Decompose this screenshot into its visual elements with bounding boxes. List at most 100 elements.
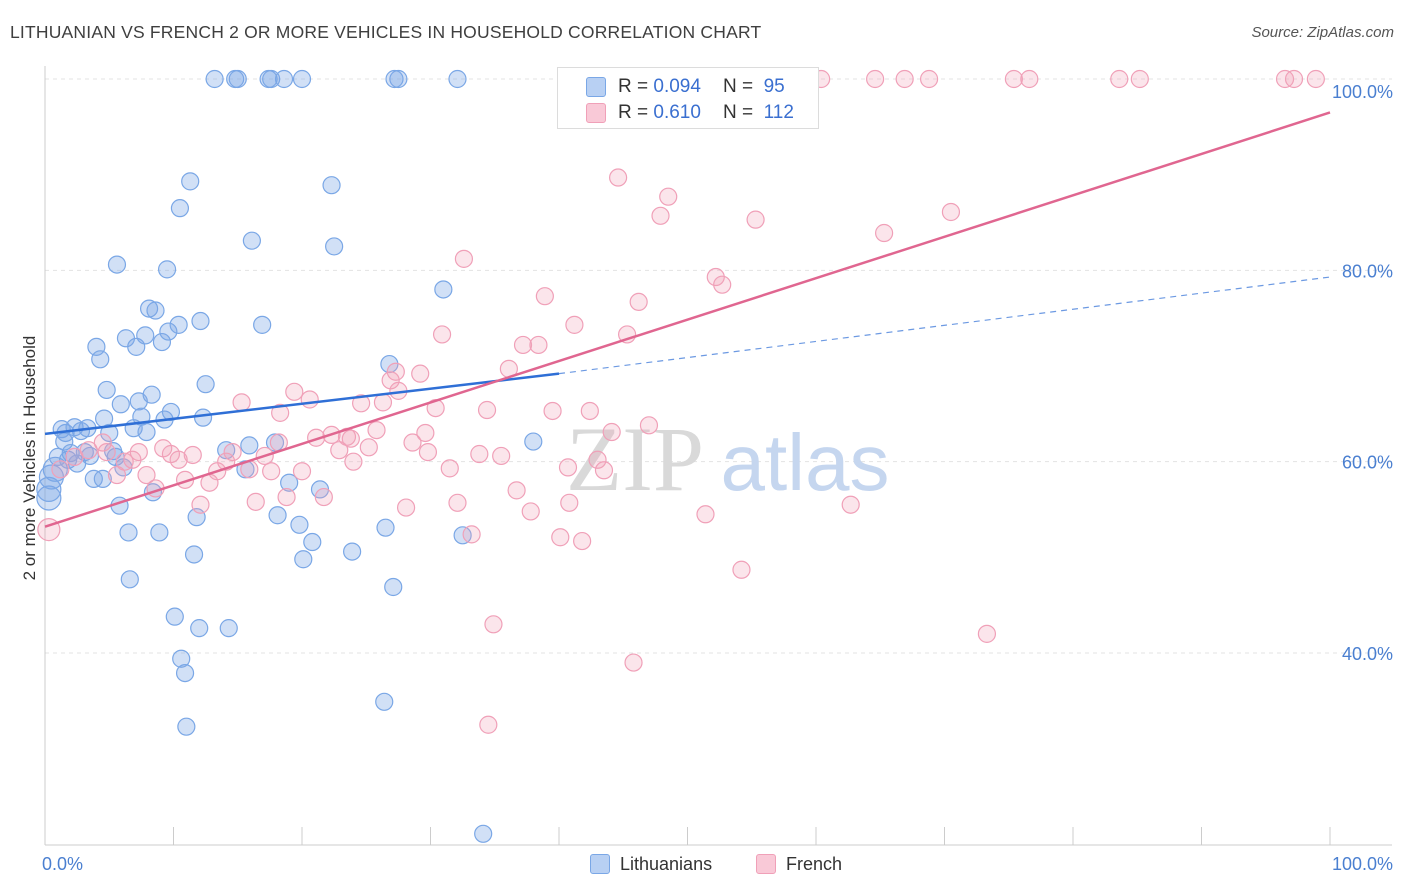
lithuanian-point [262, 69, 281, 89]
french-point [696, 505, 715, 524]
legend-row-lithuanians: R = 0.094 N = 95 [618, 75, 785, 99]
french-point [51, 460, 70, 479]
lithuanian-point [91, 350, 110, 369]
watermark-atlas: atlas [721, 418, 890, 507]
watermark-zip: ZIP [566, 408, 704, 510]
french-point [1004, 69, 1023, 89]
lithuanian-point [165, 607, 184, 626]
french-point [359, 438, 378, 457]
n-value: 95 [763, 76, 785, 97]
lithuanian-point [184, 545, 204, 564]
tick-labels: 40.0% 60.0% 80.0% 100.0% 0.0% 100.0% [42, 82, 1393, 874]
french-point [169, 450, 188, 469]
swatch-french [756, 854, 776, 874]
lithuanian-point [190, 619, 209, 638]
lithuanian-point [205, 69, 224, 89]
lithuanian-point [290, 515, 309, 534]
lithuanian-point [434, 280, 453, 299]
french-point [895, 69, 914, 89]
french-point [573, 531, 592, 551]
lithuanian-point [325, 237, 344, 256]
french-point [560, 493, 579, 512]
n-label: N = [722, 102, 754, 123]
french-point [1110, 69, 1129, 89]
french-point [440, 459, 459, 478]
french-point [841, 495, 860, 514]
lithuanian-point [181, 172, 200, 191]
french-point [977, 624, 997, 643]
n-label: N = [722, 76, 754, 97]
bottom-legend-label: French [786, 853, 843, 874]
french-point [492, 446, 511, 466]
lithuanian-point [111, 395, 130, 414]
y-tick-label: 100.0% [1332, 82, 1393, 102]
french-point [1306, 69, 1325, 89]
french-point [639, 416, 659, 435]
french-point [93, 433, 112, 452]
french-point [262, 462, 281, 481]
french-point [629, 292, 648, 312]
french-point [594, 461, 614, 480]
french-point [352, 394, 371, 413]
french-point [732, 560, 751, 579]
french-point [513, 335, 533, 355]
chart-title: LITHUANIAN VS FRENCH 2 OR MORE VEHICLES … [10, 22, 762, 42]
r-value: 0.610 [653, 102, 701, 123]
french-point [454, 249, 474, 268]
swatch-lithuanians [590, 854, 610, 874]
french-point [1284, 69, 1304, 89]
french-point [129, 443, 148, 462]
french-point [396, 498, 416, 517]
french-point [609, 168, 628, 187]
french-point [246, 492, 265, 511]
lithuanian-point [385, 69, 404, 89]
lithuanian-point [389, 69, 408, 89]
lithuanian-point [274, 69, 294, 89]
french-point [746, 210, 765, 229]
french-point [919, 69, 939, 89]
french-points [37, 69, 1325, 734]
r-value: 0.094 [653, 76, 701, 97]
french-point [373, 393, 393, 412]
n-value: 112 [763, 102, 794, 123]
x-tick-label: 100.0% [1332, 854, 1393, 874]
french-point [330, 441, 349, 460]
french-point [191, 495, 210, 514]
french-point [448, 493, 467, 512]
lithuanians-trend-line [44, 372, 560, 436]
lithuanian-point [375, 692, 394, 711]
watermark: ZIP atlas [566, 408, 889, 510]
french-point [659, 187, 678, 206]
french-point [565, 315, 584, 334]
bottom-legend-french: French [756, 852, 842, 876]
french-point [580, 401, 599, 421]
french-trend-line [44, 111, 1331, 528]
french-point [477, 400, 497, 420]
lithuanian-point [303, 532, 322, 552]
axes [44, 66, 1392, 846]
legend-swatch-lithuanians [586, 77, 606, 97]
lithuanian-point [228, 69, 247, 89]
french-point [1020, 69, 1039, 89]
french-point [344, 452, 363, 471]
lithuanian-point [524, 432, 543, 451]
lithuanian-point [100, 423, 119, 443]
lithuanian-point [93, 469, 112, 488]
lithuanian-point [36, 476, 62, 503]
french-point [651, 206, 670, 225]
french-point [418, 443, 438, 462]
french-point [107, 465, 127, 485]
y-tick-label: 60.0% [1342, 453, 1393, 473]
lithuanian-point [146, 301, 165, 320]
lithuanian-point [294, 550, 313, 569]
french-point [300, 390, 319, 409]
lithuanian-point [240, 436, 259, 455]
lithuanian-point [193, 408, 213, 427]
french-point [521, 502, 540, 521]
lithuanian-point [137, 422, 156, 442]
french-point [271, 403, 290, 422]
lithuanians-points [36, 69, 543, 843]
french-point [314, 487, 333, 507]
lithuanian-point [322, 176, 341, 195]
lithuanian-point [152, 332, 172, 352]
